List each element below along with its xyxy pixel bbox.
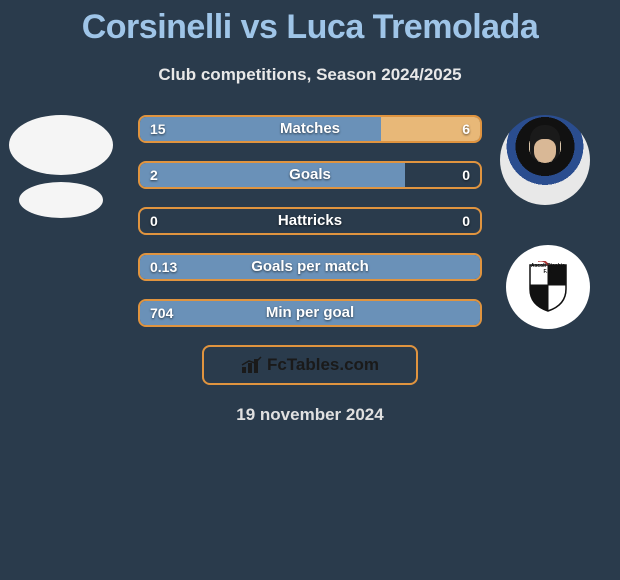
stat-label: Hattricks	[140, 209, 480, 233]
page-title: Corsinelli vs Luca Tremolada	[0, 0, 620, 47]
player-left-badge-placeholder	[19, 182, 103, 218]
stat-row: 20Goals	[138, 161, 482, 189]
player-left-avatar-placeholder	[9, 115, 113, 175]
stat-row: 704Min per goal	[138, 299, 482, 327]
badge-text: Ascoli Picchio F.C.	[526, 263, 570, 275]
date-text: 19 november 2024	[0, 405, 620, 425]
bar-chart-icon	[241, 356, 263, 374]
stat-label: Goals per match	[140, 255, 480, 279]
page-subtitle: Club competitions, Season 2024/2025	[0, 65, 620, 85]
player-right-badge: Ascoli Picchio F.C.	[506, 245, 590, 329]
brand-text: FcTables.com	[267, 355, 379, 375]
stat-label: Matches	[140, 117, 480, 141]
stat-label: Min per goal	[140, 301, 480, 325]
shield-icon: Ascoli Picchio F.C.	[526, 261, 570, 313]
stat-label: Goals	[140, 163, 480, 187]
brand-box[interactable]: FcTables.com	[202, 345, 418, 385]
stat-bars: 156Matches 20Goals 00Hattricks 0.13Goals pe…	[138, 115, 482, 327]
stats-area: Ascoli Picchio F.C. 156Matches 20Goals 00H…	[0, 115, 620, 327]
stat-row: 156Matches	[138, 115, 482, 143]
stat-row: 0.13Goals per match	[138, 253, 482, 281]
stat-row: 00Hattricks	[138, 207, 482, 235]
player-right-avatar	[500, 115, 590, 205]
